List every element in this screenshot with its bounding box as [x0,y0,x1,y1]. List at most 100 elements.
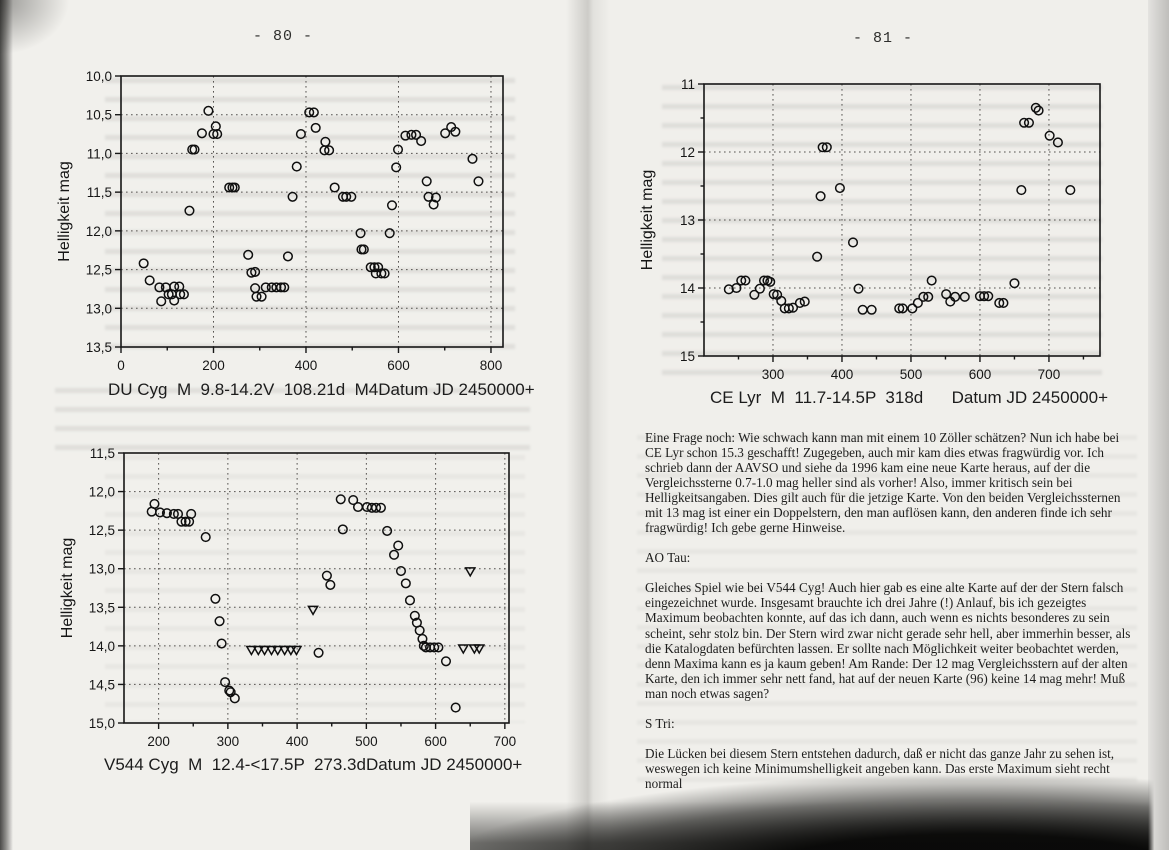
data-point [723,284,734,295]
data-point [815,191,826,202]
data-point [161,508,172,519]
tick-label: 400 [286,734,309,749]
data-point [335,494,346,505]
data-point [894,303,905,314]
tick-label: 500 [900,367,923,382]
limit-marker [258,645,271,657]
tick-label: 14,5 [89,677,115,692]
data-point [1030,102,1041,113]
plot-frame [120,75,504,348]
data-point [404,595,416,606]
scan-corner-shadow [0,0,70,55]
tick-label: 300 [762,367,785,382]
data-point [912,297,923,309]
data-point [794,297,805,309]
page-gutter-shadow [566,0,610,850]
data-point [430,192,441,203]
data-point [754,283,765,294]
data-point [320,136,331,147]
data-point [212,129,223,140]
tick-label: 11,0 [87,146,112,161]
data-point [389,549,400,560]
paragraph-ao-tau: Gleiches Spiel wie bei V544 Cyg! Auch hi… [645,580,1131,701]
tick-label: 400 [831,367,854,382]
tick-label: 0 [117,358,125,373]
data-point [313,647,324,658]
tick-label: 200 [202,358,225,373]
scan-shadow-bottom-right [470,762,1169,850]
limit-marker [464,567,477,578]
data-point [450,702,461,713]
tick-label: 13,0 [86,301,112,316]
data-point [395,565,407,577]
chart-caption-star: CE Lyr M 11.7-14.5P 318d [710,388,924,407]
limit-marker [473,644,486,655]
data-point [384,228,395,239]
tick-label: 15,0 [89,716,115,731]
data-point [250,283,261,294]
data-point [250,266,261,277]
limit-marker [284,645,297,657]
data-point [418,640,429,651]
plot-area: 0 200 400 600 800 10,0 10,5 11,0 11,5 12,0 12,5 13,… [40,58,518,408]
data-point [358,244,369,255]
tick-label: 700 [494,734,517,749]
data-point [433,642,444,653]
data-point [857,304,868,315]
data-point [154,507,166,518]
data-point [400,130,411,141]
page-81: - 81 - 300 400 500 600 700 11 12 13 14 15 Helligke… [592,0,1148,850]
data-point [325,579,336,590]
data-point [821,142,832,153]
data-point [765,276,776,287]
data-point [138,258,149,269]
data-point [473,176,484,187]
y-axis-title: Helligkeit mag [639,170,656,270]
data-point [203,105,214,116]
data-point [400,578,411,589]
limit-marker [278,645,291,657]
tick-label: 800 [480,358,503,373]
heading-s-tri: S Tri: [645,715,675,731]
data-point [758,275,770,286]
tick-label: 400 [295,358,318,373]
scan-edge-right [1148,0,1169,850]
data-point [409,610,420,621]
data-point [799,296,810,307]
scan-edge-left [0,0,13,850]
data-point [376,268,387,279]
tick-label: 11 [681,77,695,92]
light-curve-chart-v544-cyg: 200 300 400 500 600 700 11,5 12,0 12,5 13,0 13,5 14… [40,440,540,790]
data-point [382,525,393,536]
tick-label: 10,0 [86,69,112,84]
data-point [341,191,352,202]
data-point [321,570,332,581]
data-point [945,296,956,307]
tick-label: 14,0 [89,639,115,654]
tick-label: 600 [969,367,992,382]
data-point [375,502,386,513]
limit-marker [307,605,319,616]
data-point [304,107,315,118]
data-point [224,182,235,193]
data-point [210,593,221,604]
data-point [897,303,908,314]
tick-label: 12,0 [86,224,112,239]
light-curve-chart-ce-lyr: 300 400 500 600 700 11 12 13 14 15 Helligkeit mag … [630,68,1122,418]
data-point [1023,117,1034,128]
data-point [246,267,257,278]
tick-label: 13,0 [89,562,115,577]
tick-label: 12,0 [89,485,115,500]
data-point [787,302,799,313]
chart-caption-star: V544 Cyg M 12.4-<17.5P 273.3d [104,755,366,774]
data-point [950,291,961,302]
data-point [926,275,937,286]
limit-marker [245,645,258,657]
tick-label: 600 [424,734,447,749]
limit-marker [271,645,284,657]
data-point [812,251,823,262]
data-point [386,200,398,211]
data-point [229,182,240,193]
data-point [295,129,306,140]
